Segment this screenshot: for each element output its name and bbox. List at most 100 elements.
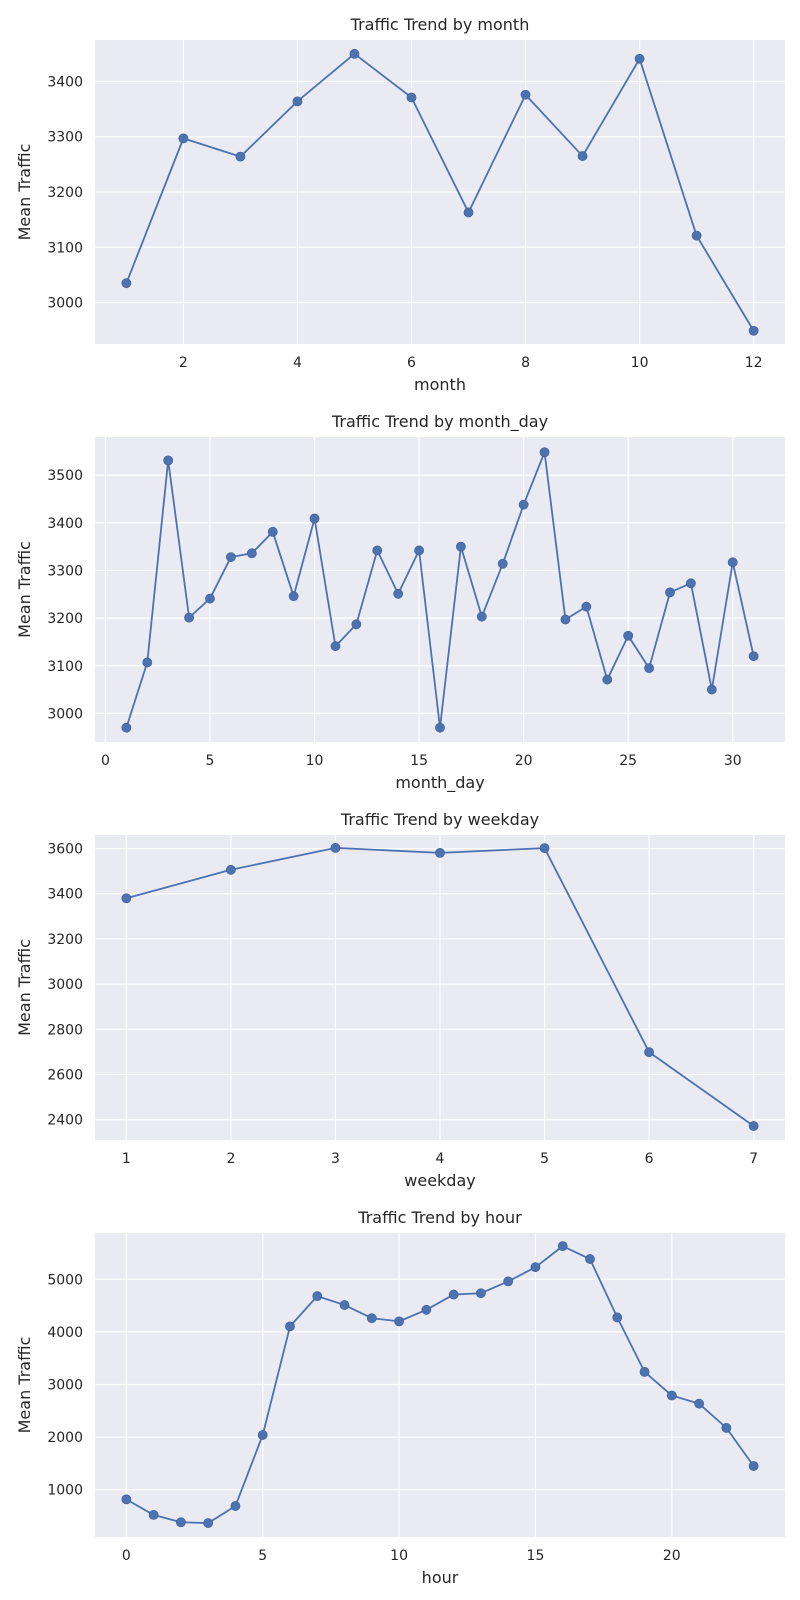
plot-area: [95, 437, 785, 742]
data-point: [602, 674, 613, 685]
data-point: [330, 842, 341, 853]
x-tick-label: 2: [179, 355, 188, 371]
x-tick-label: 4: [293, 355, 302, 371]
y-tick-label: 2400: [47, 1113, 83, 1129]
x-tick-label: 4: [436, 1151, 445, 1167]
y-axis-label: Mean Traffic: [15, 144, 34, 241]
series-line: [125, 1245, 755, 1524]
data-point: [226, 552, 236, 562]
y-tick-label: 2800: [47, 1022, 83, 1038]
y-tick-label: 3200: [47, 932, 83, 948]
data-point: [414, 545, 424, 556]
data-point: [176, 1517, 186, 1528]
x-tick-label: 10: [306, 753, 324, 769]
y-tick-label: 3200: [47, 185, 83, 201]
y-axis-label: Mean Traffic: [15, 939, 34, 1036]
x-tick-label: 25: [619, 753, 637, 769]
data-point: [612, 1312, 623, 1323]
x-tick-label: 10: [631, 355, 649, 371]
x-tick-label: 7: [749, 1151, 758, 1167]
y-tick-label: 1000: [47, 1483, 83, 1499]
data-point: [184, 612, 194, 623]
data-point: [577, 151, 588, 161]
x-tick-label: 15: [527, 1548, 545, 1564]
x-tick-label: 5: [206, 753, 215, 769]
y-tick-label: 3100: [47, 240, 83, 256]
data-point: [292, 96, 303, 107]
x-tick-label: 6: [407, 355, 416, 371]
data-point: [406, 92, 417, 103]
subplot-weekday: 1 2 3 4 5 6 7 2400 2600 2800 3000 3200 3400 3600 Traff…: [15, 810, 785, 1190]
data-point: [581, 601, 592, 612]
data-point: [644, 663, 654, 674]
data-point: [721, 1422, 732, 1433]
data-point: [121, 1494, 132, 1505]
data-point: [706, 684, 717, 695]
data-point: [476, 1288, 486, 1299]
data-point: [644, 1047, 654, 1058]
data-point: [518, 499, 529, 510]
x-tick-label: 0: [122, 1548, 131, 1564]
chart-title: Traffic Trend by month_day: [331, 412, 548, 432]
data-point: [142, 657, 153, 668]
y-tick-label: 3300: [47, 563, 83, 579]
data-point: [665, 587, 675, 598]
data-point: [666, 1390, 677, 1401]
data-point: [121, 893, 132, 904]
x-tick-label: 20: [663, 1548, 681, 1564]
x-axis-label: hour: [422, 1568, 459, 1587]
data-point: [634, 53, 645, 64]
data-point: [639, 1366, 650, 1377]
data-point: [421, 1304, 432, 1315]
data-point: [309, 513, 320, 524]
y-tick-label: 2000: [47, 1430, 83, 1446]
data-point: [463, 207, 474, 218]
x-tick-label: 8: [521, 355, 530, 371]
data-point: [476, 611, 487, 622]
data-point: [226, 864, 236, 875]
data-point: [330, 641, 341, 652]
x-tick-label: 15: [410, 753, 428, 769]
x-axis-label: weekday: [404, 1171, 475, 1190]
y-tick-label: 3100: [47, 659, 83, 675]
x-tick-label: 12: [745, 355, 763, 371]
x-axis-label: month_day: [395, 773, 484, 793]
data-point: [497, 558, 508, 569]
data-point: [339, 1300, 350, 1310]
x-tick-label: 6: [645, 1151, 654, 1167]
data-point: [246, 548, 257, 559]
y-tick-label: 3500: [47, 468, 83, 484]
y-tick-label: 3000: [47, 977, 83, 993]
data-point: [456, 541, 466, 552]
data-point: [203, 1518, 214, 1528]
x-tick-label: 3: [331, 1151, 340, 1167]
data-point: [235, 151, 246, 162]
data-point: [394, 1316, 404, 1327]
data-point: [351, 619, 362, 630]
y-tick-label: 3000: [47, 1377, 83, 1393]
data-point: [435, 847, 445, 858]
x-tick-label: 2: [226, 1151, 235, 1167]
chart-title: Traffic Trend by month: [350, 15, 530, 34]
x-tick-label: 0: [101, 753, 110, 769]
x-tick-label: 30: [724, 753, 742, 769]
data-point: [560, 614, 571, 625]
data-point: [163, 455, 174, 466]
data-point: [539, 447, 550, 458]
data-point: [530, 1262, 541, 1273]
x-tick-label: 20: [515, 753, 533, 769]
data-point: [148, 1510, 159, 1520]
data-point: [121, 278, 132, 289]
data-point: [557, 1241, 568, 1252]
subplot-hour: 0 5 10 15 20 1000 2000 3000 4000 5000 Traffic Tren…: [15, 1208, 785, 1587]
data-point: [288, 591, 299, 602]
data-point: [267, 526, 278, 537]
chart-title: Traffic Trend by hour: [357, 1208, 522, 1227]
y-tick-label: 5000: [47, 1272, 83, 1288]
data-point: [694, 1398, 704, 1409]
data-point: [366, 1313, 377, 1324]
chart-title: Traffic Trend by weekday: [340, 810, 539, 829]
y-tick-label: 4000: [47, 1325, 83, 1341]
data-point: [748, 651, 759, 662]
data-point: [686, 578, 696, 589]
